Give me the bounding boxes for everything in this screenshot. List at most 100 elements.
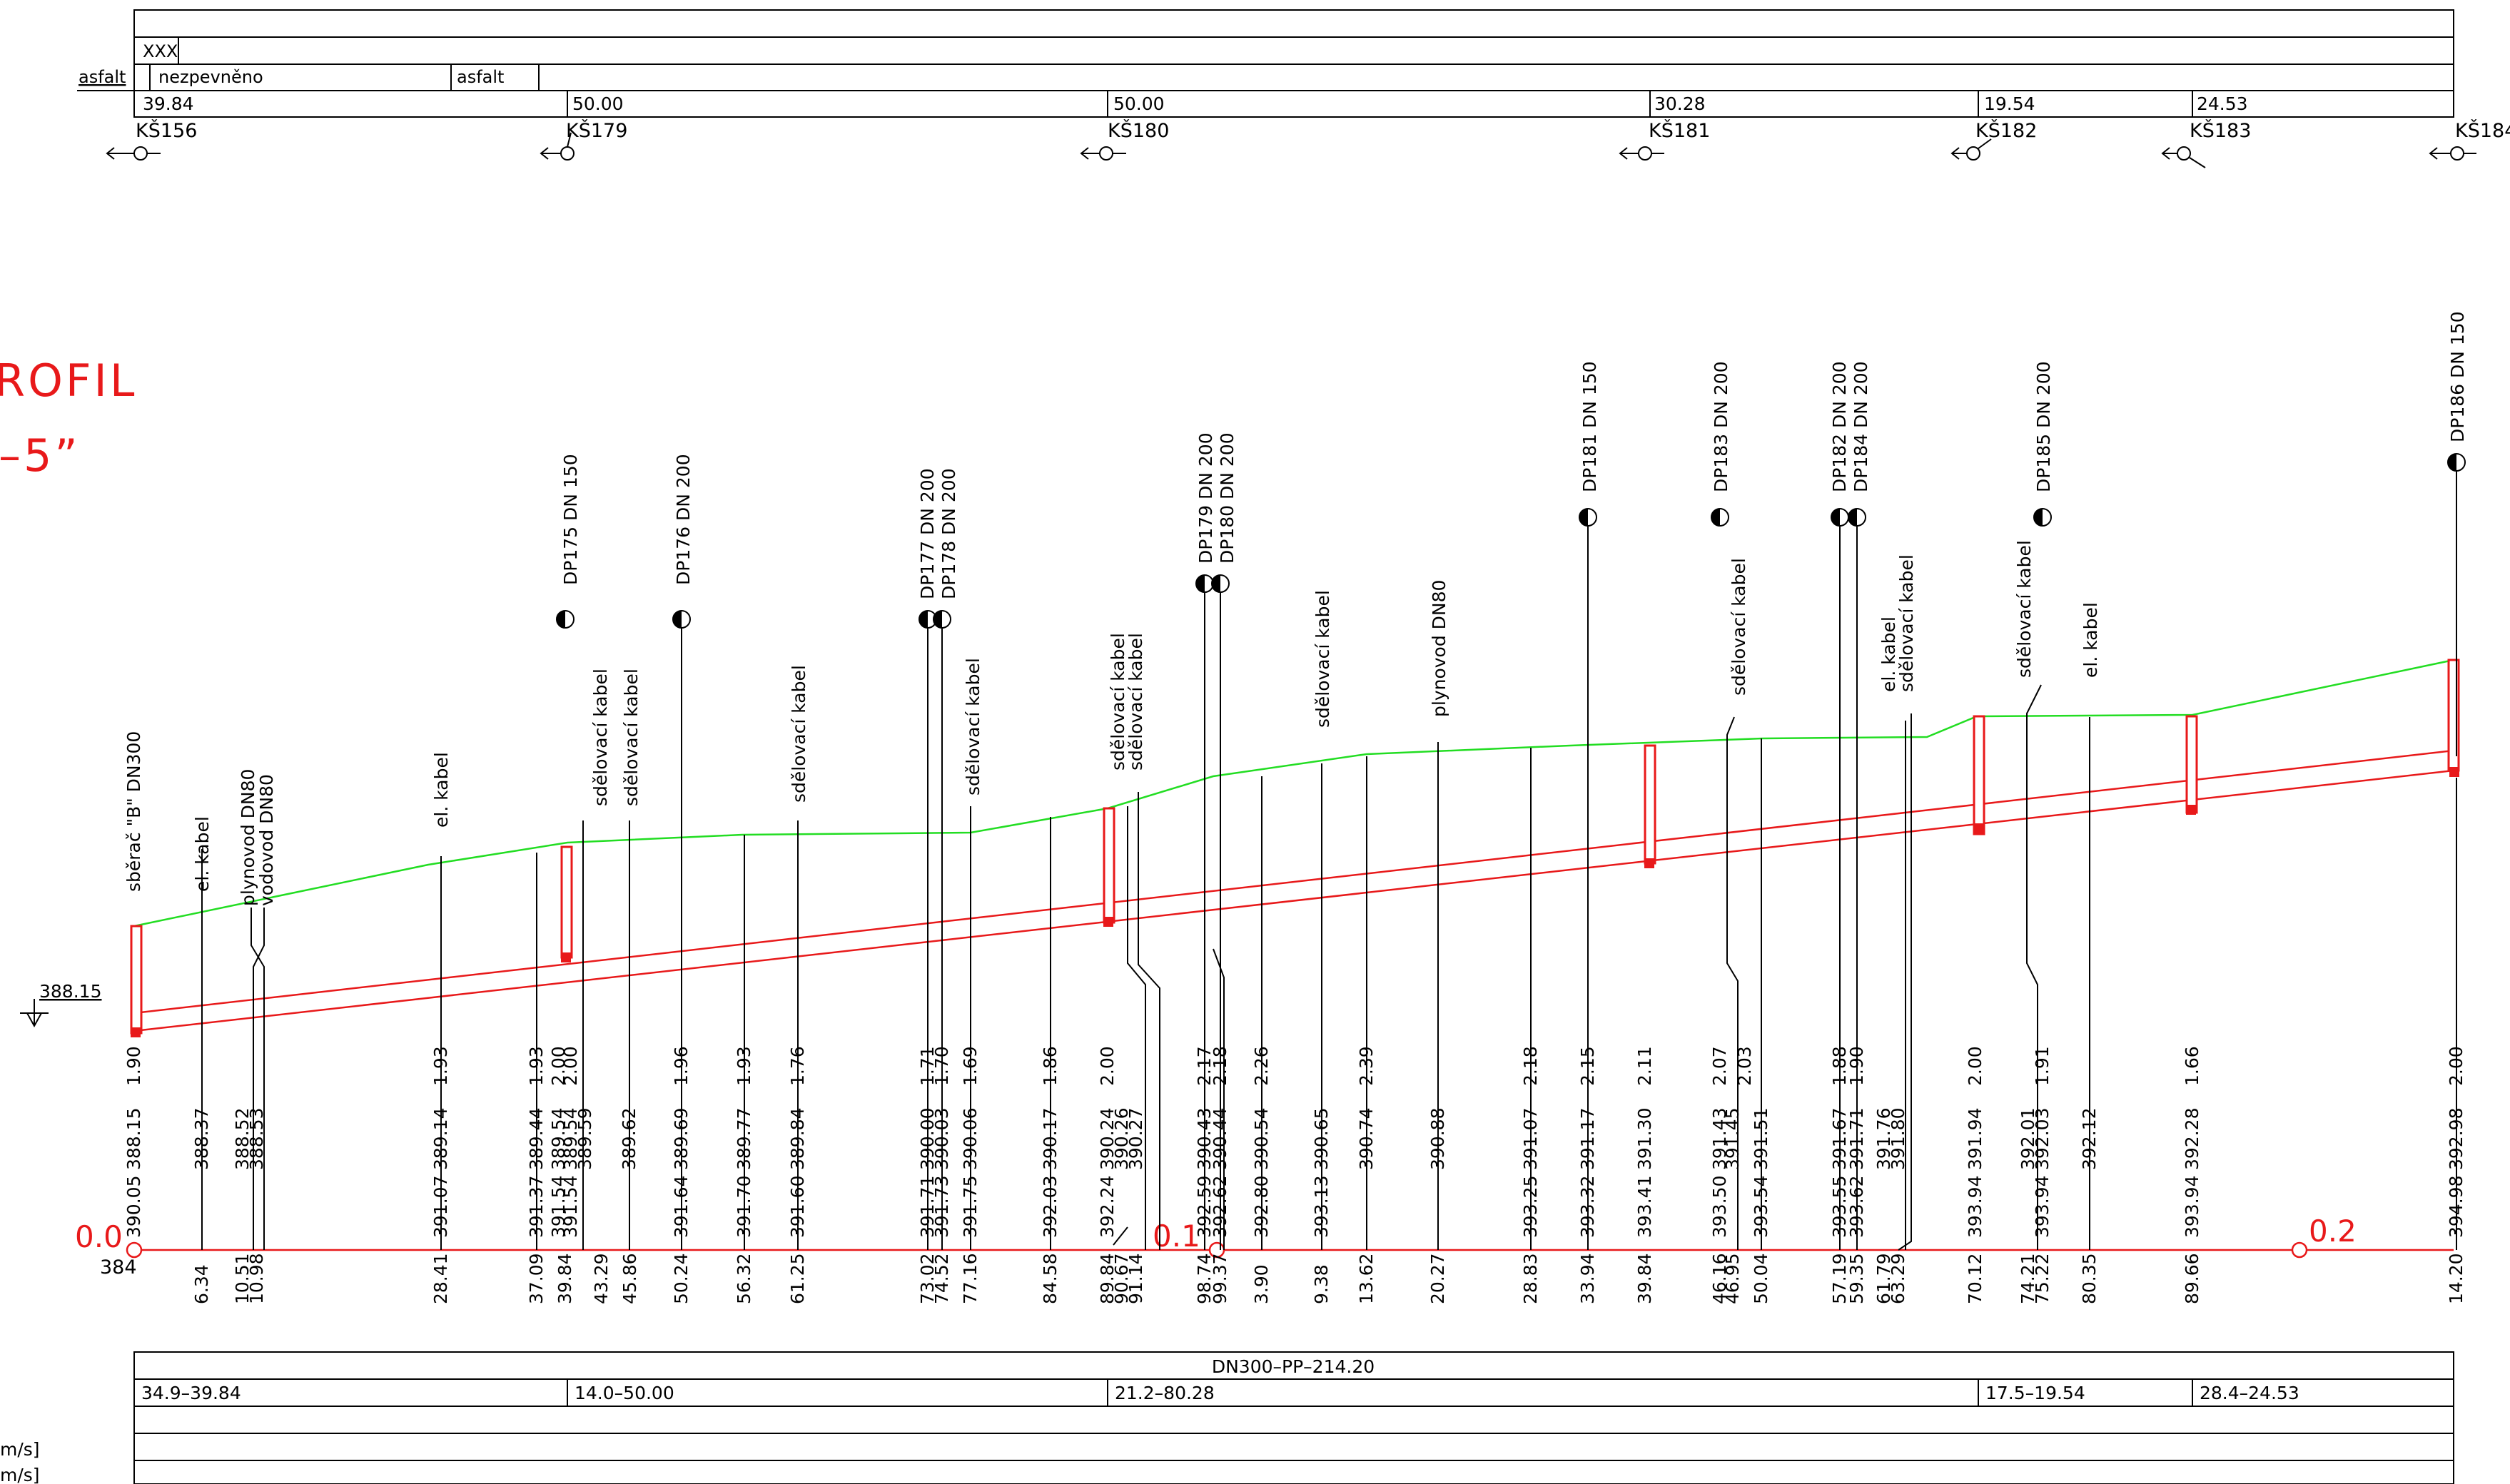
chainage-label: 43.29	[591, 1253, 612, 1304]
depth-label: 2.00	[2446, 1046, 2466, 1086]
invert-elevation-label: 389.77	[734, 1108, 754, 1170]
invert-elevation-label: 391.43	[1709, 1108, 1730, 1170]
label-sdelovaci-4: sdělovací kabel	[963, 658, 983, 796]
cell-unpaved: nezpevněno	[158, 67, 263, 87]
crossing-symbols	[556, 453, 2466, 629]
label-plynovod-1: plynovod DN80	[238, 769, 258, 906]
label-dp182: DP182 DN 200	[1829, 361, 1850, 492]
label-sdelovaci-2: sdělovací kabel	[621, 669, 642, 806]
terrain-elevation-label: 393.13	[1311, 1176, 1332, 1238]
pipe-segment-1: 34.9–39.84	[141, 1383, 241, 1403]
invert-elevation-label: 389.69	[671, 1108, 692, 1170]
manhole-ks182: KŠ182	[1975, 119, 2037, 142]
pipe-segment-3: 21.2–80.28	[1115, 1383, 1215, 1403]
invert-elevation-label: 391.51	[1751, 1108, 1771, 1170]
chainage-label: 80.35	[2079, 1253, 2100, 1304]
chainage-label: 99.37	[1210, 1253, 1230, 1304]
depth-label: 1.66	[2182, 1046, 2202, 1086]
chainage-label: 91.14	[1125, 1253, 1146, 1304]
depth-label: 1.70	[931, 1046, 952, 1086]
label-sdelovaci-5: sdělovací kabel	[1108, 633, 1128, 771]
crossing-dp183	[1711, 508, 1729, 527]
invert-elevation-label: 391.80	[1888, 1108, 1908, 1170]
datum-symbol	[20, 999, 49, 1028]
depth-label: 2.18	[1210, 1046, 1230, 1086]
label-dp179: DP179 DN 200	[1195, 432, 1216, 564]
pipe-segment-4: 17.5–19.54	[1985, 1383, 2085, 1403]
invert-elevation-label: 389.54	[560, 1108, 581, 1170]
chainage-label: 56.32	[734, 1253, 754, 1304]
invert-elevation-label: 390.17	[1040, 1108, 1061, 1170]
terrain-elevation-label: 393.41	[1634, 1176, 1655, 1238]
chainage-label: 46.16	[1709, 1253, 1730, 1304]
label-sdelovaci-1: sdělovací kabel	[590, 669, 611, 806]
manhole-ks183: KŠ183	[2190, 119, 2251, 142]
depth-label: 1.96	[671, 1046, 692, 1086]
manhole-ks181: KŠ181	[1649, 119, 1710, 142]
label-dp184: DP184 DN 200	[1851, 361, 1871, 492]
depth-label: 1.90	[1846, 1046, 1867, 1086]
label-sdelovaci-9: sdělovací kabel	[1896, 554, 1917, 692]
depth-label: 1.93	[526, 1046, 547, 1086]
terrain-elevation-label: 393.55	[1829, 1176, 1850, 1238]
terrain-elevation-label: 393.62	[1846, 1176, 1867, 1238]
chainage-label: 90.67	[1111, 1253, 1132, 1304]
invert-elevation-label: 392.03	[2032, 1108, 2053, 1170]
invert-elevation-label: 391.45	[1722, 1108, 1743, 1170]
chainage-label: 63.29	[1888, 1253, 1908, 1304]
terrain-elevation-label: 391.54	[548, 1176, 569, 1238]
chainage-label: 28.41	[430, 1253, 451, 1304]
invert-elevation-label: 389.59	[575, 1108, 595, 1170]
terrain-elevation-label: 393.94	[2032, 1176, 2053, 1238]
depth-labels: 1.90 1.93 1.93 2.002.00 1.96 1.93 1.76 1.711.70…	[123, 1046, 2466, 1086]
terrain-elevation-label: 393.50	[1709, 1176, 1730, 1238]
invert-elevation-label: 389.84	[787, 1108, 808, 1170]
chainage-label: 6.34	[191, 1264, 212, 1304]
invert-elevation-label: 390.03	[931, 1108, 952, 1170]
invert-elevation-label: 392.28	[2182, 1108, 2202, 1170]
chainage-label: 37.09	[526, 1253, 547, 1304]
invert-elevation-label: 390.54	[1251, 1108, 1272, 1170]
label-sberac: sběrač "B" DN300	[123, 731, 144, 892]
leader-lines	[251, 684, 2042, 1251]
depth-label: 2.15	[1577, 1046, 1598, 1086]
pipe-lines	[133, 749, 2454, 1032]
chainage-label: 33.94	[1577, 1253, 1598, 1304]
invert-elevation-label: 391.30	[1634, 1108, 1655, 1170]
crossing-dp176	[672, 610, 691, 629]
depth-label: 1.93	[430, 1046, 451, 1086]
chainage-label: 39.84	[1634, 1253, 1655, 1304]
crossing-labels-top: DP175 DN 150 DP176 DN 200 DP177 DN 200 D…	[560, 311, 2468, 599]
depth-label: 1.93	[734, 1046, 754, 1086]
pipe-title: DN300–PP–214.20	[1212, 1356, 1375, 1377]
chainage-label: 89.66	[2182, 1253, 2202, 1304]
label-el-kabel-4: el. kabel	[2080, 602, 2101, 678]
terrain-elevation-label: 391.54	[560, 1176, 581, 1238]
invert-elevation-label: 390.06	[960, 1108, 981, 1170]
label-el-kabel-1: el. kabel	[192, 816, 213, 892]
invert-elevation-label: 390.27	[1125, 1108, 1146, 1170]
depth-label: 2.39	[1356, 1046, 1377, 1086]
terrain-elevation-label: 391.60	[787, 1176, 808, 1238]
label-sdelovaci-10: sdělovací kabel	[2014, 540, 2035, 678]
chainage-label: 74.52	[931, 1253, 952, 1304]
crossing-dp182	[1831, 508, 1849, 527]
pipe-table-frame	[133, 1351, 2454, 1484]
surface-label: asfalt	[79, 67, 126, 87]
invert-elevation-label: 389.54	[548, 1108, 569, 1170]
crossing-dp179	[1195, 574, 1214, 593]
terrain-elevation-label: 391.71	[917, 1176, 938, 1238]
terrain-elevation-label: 392.59	[1194, 1176, 1215, 1238]
depth-label: 2.00	[1965, 1046, 1985, 1086]
invert-elevation-label: 391.17	[1577, 1108, 1598, 1170]
chainage-label: 46.95	[1722, 1253, 1743, 1304]
label-dp175: DP175 DN 150	[560, 454, 581, 585]
length-4: 30.28	[1654, 93, 1706, 114]
terrain-elevation-label: 393.25	[1520, 1176, 1541, 1238]
manhole-arrows	[106, 132, 2476, 168]
label-el-kabel-3: el. kabel	[1878, 616, 1899, 692]
terrain-line	[133, 659, 2454, 928]
